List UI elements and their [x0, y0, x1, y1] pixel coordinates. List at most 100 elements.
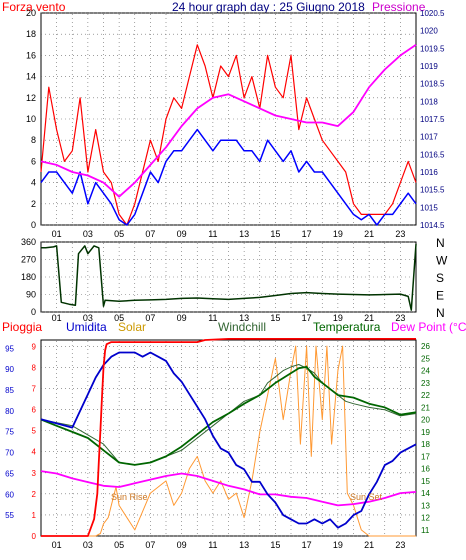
hour-tick-label: 03	[83, 540, 93, 550]
hour-tick-label: 09	[177, 313, 187, 323]
pressure-label: Pressione	[372, 0, 426, 14]
wind-tick-label: 16	[26, 50, 36, 60]
wind-tick-label: 6	[31, 156, 36, 166]
pressure-tick-label: 1019	[420, 62, 438, 71]
hour-tick-label: 05	[114, 313, 124, 323]
compass-label: S	[436, 271, 444, 285]
hour-tick-label: 11	[208, 540, 217, 550]
temp-tick-label: 19	[421, 428, 430, 437]
dewpoint-line	[40, 470, 417, 507]
humidity-tick-label: 85	[5, 386, 14, 395]
hour-tick-label: 23	[395, 229, 405, 239]
pressure-tick-label: 1015.5	[420, 186, 445, 195]
hour-tick-label: 13	[239, 313, 249, 323]
wind-direction-line	[41, 243, 417, 311]
hour-tick-label: 03	[83, 229, 93, 239]
humidity-tick-label: 55	[5, 511, 14, 520]
temp-tick-label: 22	[421, 391, 430, 400]
rain-tick-label: 2	[32, 490, 37, 499]
wind-tick-label: 8	[31, 135, 36, 145]
rain-tick-label: 1	[32, 511, 37, 520]
pressure-tick-label: 1017.5	[420, 115, 445, 124]
temp-tick-label: 16	[421, 465, 430, 474]
rain-label: Pioggia	[2, 320, 42, 334]
hour-tick-label: 01	[52, 313, 62, 323]
temp-tick-label: 11	[421, 526, 430, 535]
humidity-tick-label: 75	[5, 428, 14, 437]
temp-tick-label: 21	[421, 403, 430, 412]
pressure-tick-label: 1016	[420, 168, 438, 177]
hour-tick-label: 17	[302, 229, 312, 239]
pressure-line	[40, 44, 417, 198]
rain-tick-label: 6	[32, 406, 37, 415]
hour-tick-label: 17	[302, 540, 312, 550]
wind-tick-label: 10	[26, 114, 36, 124]
humidity-tick-label: 70	[5, 449, 14, 458]
wind-tick-label: 20	[26, 8, 36, 18]
hour-tick-label: 21	[364, 313, 374, 323]
direction-tick-label: 360	[21, 237, 36, 247]
hour-tick-label: 23	[395, 313, 405, 323]
hour-tick-label: 17	[302, 313, 312, 323]
humidity-tick-label: 80	[5, 407, 14, 416]
wind-tick-label: 4	[31, 178, 36, 188]
direction-tick-label: 180	[21, 272, 36, 282]
temp-tick-label: 15	[421, 477, 430, 486]
temp-tick-label: 13	[421, 501, 430, 510]
hour-tick-label: 19	[333, 313, 343, 323]
hour-tick-label: 15	[270, 540, 280, 550]
compass-label: E	[436, 289, 444, 303]
rain-tick-label: 4	[32, 448, 37, 457]
hour-tick-label: 07	[145, 540, 155, 550]
humidity-tick-label: 65	[5, 469, 14, 478]
compass-label: W	[436, 254, 448, 268]
pressure-tick-label: 1020	[420, 27, 438, 36]
rain-tick-label: 5	[32, 427, 37, 436]
windchill-label: Windchill	[218, 320, 266, 334]
humidity-line	[40, 351, 417, 529]
pressure-tick-label: 1016.5	[420, 150, 445, 159]
direction-tick-label: 90	[26, 290, 36, 300]
direction-tick-label: 270	[21, 255, 36, 265]
pressure-tick-label: 1018	[420, 97, 438, 106]
hour-tick-label: 09	[177, 540, 187, 550]
wind-tick-label: 2	[31, 199, 36, 209]
hour-tick-label: 03	[83, 313, 93, 323]
direction-tick-label: 0	[31, 307, 36, 317]
hour-tick-label: 19	[333, 540, 343, 550]
hour-tick-label: 13	[239, 229, 249, 239]
temp-tick-label: 25	[421, 354, 430, 363]
hour-tick-label: 09	[177, 229, 187, 239]
temp-tick-label: 12	[421, 514, 430, 523]
rain-tick-label: 0	[32, 532, 37, 541]
humidity-label: Umidita	[66, 320, 107, 334]
temp-tick-label: 17	[421, 452, 430, 461]
hour-tick-label: 01	[52, 540, 62, 550]
temp-tick-label: 26	[421, 342, 430, 351]
pressure-tick-label: 1018.5	[420, 80, 445, 89]
pressure-tick-label: 1015	[420, 203, 438, 212]
wind-tick-label: 14	[26, 72, 36, 82]
graph-title: 24 hour graph day : 25 Giugno 2018	[172, 0, 365, 14]
wind-gust-line	[40, 44, 417, 226]
temp-tick-label: 20	[421, 416, 430, 425]
hour-tick-label: 11	[208, 313, 217, 323]
rain-line	[41, 337, 416, 537]
compass-label: N	[436, 306, 445, 320]
hour-tick-label: 07	[145, 229, 155, 239]
humidity-tick-label: 95	[5, 344, 14, 353]
hour-tick-label: 07	[145, 313, 155, 323]
hour-tick-label: 23	[395, 540, 405, 550]
temperature-label: Temperatura	[313, 320, 381, 334]
humidity-tick-label: 60	[5, 490, 14, 499]
hour-tick-label: 15	[270, 229, 280, 239]
hour-tick-label: 11	[208, 229, 217, 239]
hour-tick-label: 15	[270, 313, 280, 323]
solar-line	[41, 345, 416, 537]
wind-speed-label: Forza vento	[2, 0, 66, 14]
hour-tick-label: 21	[364, 229, 374, 239]
pressure-tick-label: 1017	[420, 133, 438, 142]
temp-tick-label: 18	[421, 440, 430, 449]
